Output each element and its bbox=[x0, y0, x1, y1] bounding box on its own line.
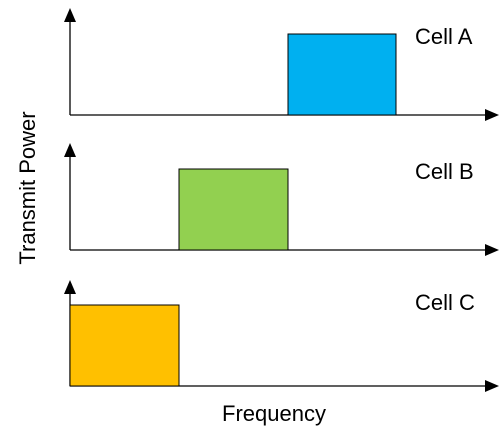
y-axis-title: Transmit Power bbox=[15, 111, 40, 264]
panel-a-y-arrow-icon bbox=[64, 8, 76, 22]
panel-b-y-arrow-icon bbox=[64, 143, 76, 157]
panel-cell-a: Cell A bbox=[64, 8, 499, 121]
cell-b-band bbox=[178, 168, 289, 251]
cell-c-band bbox=[69, 304, 180, 387]
panel-a-x-arrow-icon bbox=[485, 109, 499, 121]
cell-b-label: Cell B bbox=[415, 159, 474, 184]
panel-c-x-arrow-icon bbox=[485, 380, 499, 392]
panel-cell-b: Cell B bbox=[64, 143, 499, 256]
panel-cell-c: Cell C bbox=[64, 280, 499, 392]
x-axis-title: Frequency bbox=[222, 401, 326, 426]
cell-a-band bbox=[287, 33, 397, 116]
panel-c-y-arrow-icon bbox=[64, 280, 76, 294]
cell-a-label: Cell A bbox=[415, 24, 473, 49]
cell-c-label: Cell C bbox=[415, 290, 475, 315]
panel-b-x-arrow-icon bbox=[485, 244, 499, 256]
